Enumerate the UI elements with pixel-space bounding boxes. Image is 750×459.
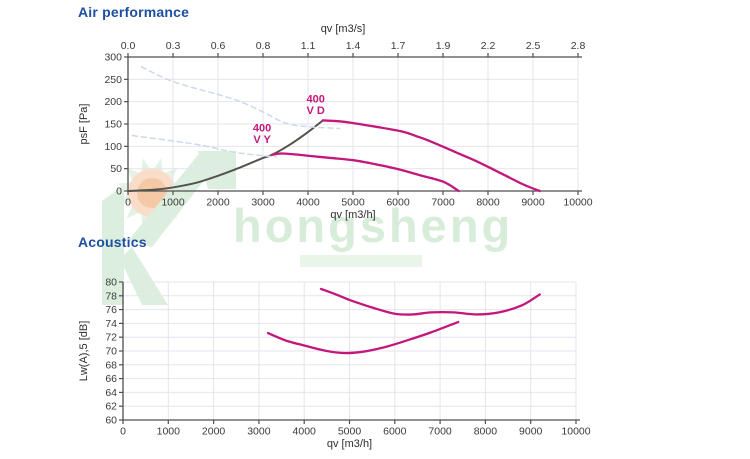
x-tick-label: 7000 xyxy=(428,426,452,438)
x-tick-label: 2000 xyxy=(202,426,226,438)
x2-tick-label: 2.5 xyxy=(526,40,541,52)
curve-label-line: 400 xyxy=(306,94,324,106)
y-tick-label: 68 xyxy=(105,359,117,371)
x-tick-label: 5000 xyxy=(338,426,362,438)
x-tick-label: 4000 xyxy=(293,426,317,438)
y-tick-label: 50 xyxy=(110,163,122,175)
x2-tick-label: 0.3 xyxy=(166,40,181,52)
y-tick-label: 76 xyxy=(105,304,117,316)
curve-label: 400 V Y xyxy=(253,123,272,147)
y-tick-label: 80 xyxy=(105,277,117,289)
x-tick-label: 7000 xyxy=(431,197,455,209)
curve-label-line: V D xyxy=(306,105,324,117)
series-400-V-D xyxy=(321,119,541,193)
y-axis-title: psF [Pa] xyxy=(78,104,90,145)
x-axis-title: qv [m3/h] xyxy=(327,438,372,450)
acoustics-title: Acoustics xyxy=(78,234,147,250)
x-tick-label: 0 xyxy=(120,426,126,438)
y-tick-label: 70 xyxy=(105,346,117,358)
series-400-V-Y xyxy=(270,152,460,193)
x-tick-label: 5000 xyxy=(341,197,365,209)
series-operating-limit xyxy=(127,119,324,192)
y-axis-title: Lw(A),5 [dB] xyxy=(78,321,90,382)
y-tick-label: 300 xyxy=(104,52,122,64)
x-tick-label: 2000 xyxy=(206,197,230,209)
y-tick-label: 150 xyxy=(104,119,122,131)
x-tick-label: 3000 xyxy=(251,197,275,209)
y-tick-label: 0 xyxy=(116,186,122,198)
x2-tick-label: 1.9 xyxy=(436,40,451,52)
x2-tick-label: 0.8 xyxy=(256,40,271,52)
y-tick-label: 100 xyxy=(104,141,122,153)
series-noise-400-V-Y xyxy=(266,320,460,355)
y-tick-label: 72 xyxy=(105,332,117,344)
x2-tick-label: 0.0 xyxy=(121,40,136,52)
curve-label-line: V Y xyxy=(253,134,271,146)
series-noise-400-V-D xyxy=(319,287,541,316)
chart-acoustics: 0 1000 2000 3000 4000 5000 6000 7000 8000 9000 100… xyxy=(78,277,591,451)
x-tick-label: 3000 xyxy=(247,426,271,438)
y-tick-label: 250 xyxy=(104,74,122,86)
y-tick-label: 74 xyxy=(105,318,117,330)
x-tick-label: 1000 xyxy=(157,426,181,438)
x-tick-label: 1000 xyxy=(161,197,185,209)
curve-label: 400 V D xyxy=(306,94,324,118)
x-tick-label: 10000 xyxy=(563,197,592,209)
x-tick-label: 4000 xyxy=(296,197,320,209)
x-tick-label: 6000 xyxy=(386,197,410,209)
x-tick-label: 8000 xyxy=(474,426,498,438)
x-tick-label: 10000 xyxy=(561,426,590,438)
y-tick-label: 64 xyxy=(105,387,117,399)
x-tick-label: 8000 xyxy=(476,197,500,209)
x-axis-title: qv [m3/h] xyxy=(330,209,375,221)
y-tick-label: 66 xyxy=(105,373,117,385)
series-guide-lower xyxy=(131,134,278,158)
y-tick-label: 200 xyxy=(104,96,122,108)
y-tick-label: 62 xyxy=(105,401,117,413)
x-tick-label: 9000 xyxy=(519,426,543,438)
x2-tick-label: 1.1 xyxy=(301,40,316,52)
x2-tick-label: 0.6 xyxy=(211,40,226,52)
y-tick-label: 60 xyxy=(105,415,117,427)
x-tick-label: 0 xyxy=(125,197,131,209)
x-tick-label: 9000 xyxy=(521,197,545,209)
air-performance-title: Air performance xyxy=(78,4,190,20)
y-tick-label: 78 xyxy=(105,290,117,302)
x2-tick-label: 2.8 xyxy=(571,40,586,52)
x2-tick-label: 2.2 xyxy=(481,40,496,52)
x2-tick-label: 1.7 xyxy=(391,40,406,52)
x-tick-label: 6000 xyxy=(383,426,407,438)
chart-air: 00.010000.320000.630000.840001.150001.46… xyxy=(78,23,593,221)
x2-axis-title: qv [m3/s] xyxy=(321,23,366,35)
curve-label-line: 400 xyxy=(253,123,271,135)
x2-tick-label: 1.4 xyxy=(346,40,361,52)
series-guide-upper xyxy=(140,66,341,130)
